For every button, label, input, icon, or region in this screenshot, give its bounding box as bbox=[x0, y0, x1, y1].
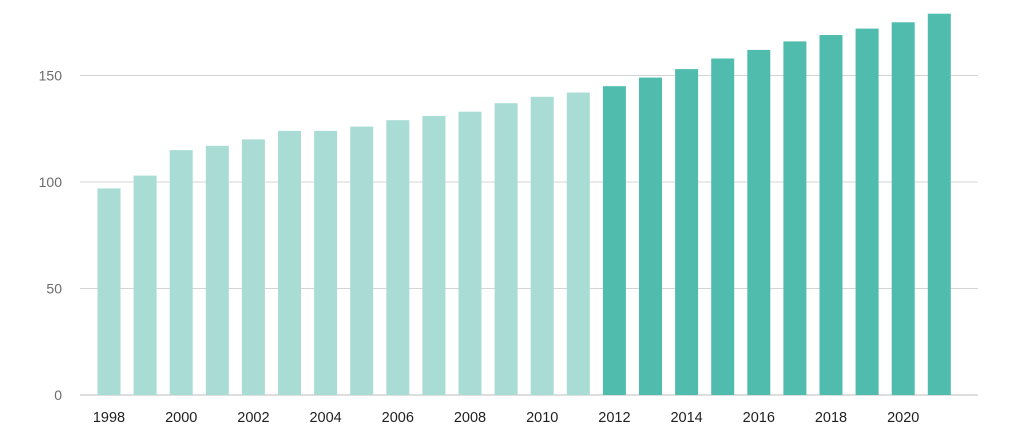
bar-2013 bbox=[639, 77, 662, 395]
bar-2017 bbox=[783, 41, 807, 396]
x-tick-label-2018: 2018 bbox=[815, 410, 847, 426]
y-axis-ticks: 0 50 100 150 bbox=[39, 68, 63, 404]
x-tick-label-2008: 2008 bbox=[454, 410, 486, 426]
bar-2010 bbox=[530, 96, 554, 396]
x-tick-label-1998: 1998 bbox=[93, 410, 125, 426]
bar-2015 bbox=[711, 58, 735, 395]
x-tick-label-2002: 2002 bbox=[237, 410, 269, 426]
x-axis-ticks: 1998 2000 2002 2004 2006 2008 2010 2012 2014 2016… bbox=[93, 410, 919, 426]
bar-1999 bbox=[133, 175, 157, 395]
bar-2004 bbox=[314, 130, 338, 395]
bar-2005 bbox=[350, 126, 374, 395]
bar-2007 bbox=[422, 116, 446, 395]
bar-2016 bbox=[747, 49, 771, 396]
y-tick-label-50: 50 bbox=[46, 281, 62, 297]
y-tick-label-100: 100 bbox=[39, 174, 63, 190]
bars bbox=[97, 13, 951, 396]
x-tick-label-2020: 2020 bbox=[887, 410, 919, 426]
bar-2019 bbox=[855, 28, 879, 395]
x-tick-label-2010: 2010 bbox=[526, 410, 558, 426]
bar-2021 bbox=[927, 13, 951, 395]
x-tick-label-2012: 2012 bbox=[598, 410, 630, 426]
x-tick-label-2000: 2000 bbox=[165, 410, 197, 426]
bar-2018 bbox=[819, 35, 843, 395]
bar-2003 bbox=[278, 130, 301, 395]
y-tick-label-0: 0 bbox=[54, 387, 62, 403]
x-tick-label-2006: 2006 bbox=[382, 410, 414, 426]
bar-2001 bbox=[205, 145, 229, 395]
bar-1998 bbox=[97, 188, 121, 395]
bar-2014 bbox=[675, 69, 699, 395]
bar-2006 bbox=[386, 120, 410, 395]
y-tick-label-150: 150 bbox=[39, 68, 63, 84]
x-tick-label-2016: 2016 bbox=[743, 410, 775, 426]
bar-2020 bbox=[891, 22, 915, 396]
x-tick-label-2004: 2004 bbox=[309, 410, 341, 426]
bar-2000 bbox=[169, 150, 193, 395]
bar-2009 bbox=[494, 103, 518, 395]
bar-2012 bbox=[602, 86, 626, 395]
x-tick-label-2014: 2014 bbox=[670, 410, 702, 426]
bar-2002 bbox=[241, 139, 265, 395]
bar-2008 bbox=[458, 111, 482, 395]
bar-2011 bbox=[566, 92, 590, 395]
